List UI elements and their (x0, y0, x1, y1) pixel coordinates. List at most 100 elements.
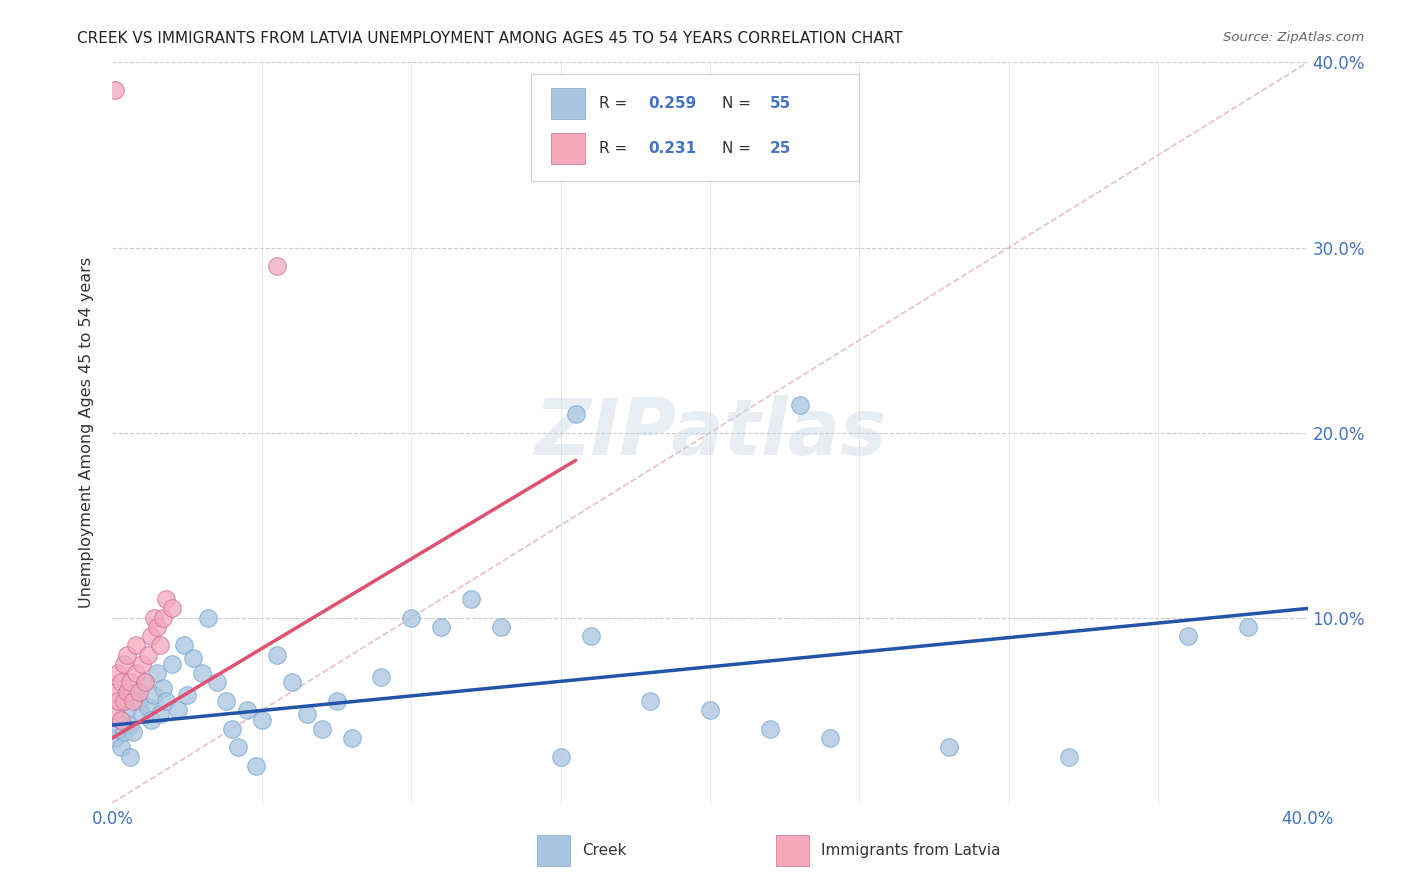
Point (149, 639, 172, 653)
Text: 55: 55 (770, 96, 792, 112)
Point (245, 758, 267, 772)
Text: 25: 25 (770, 141, 792, 156)
Point (162, 601, 183, 615)
Point (114, 657, 135, 671)
Point (191, 666, 214, 681)
Text: CREEK VS IMMIGRANTS FROM LATVIA UNEMPLOYMENT AMONG AGES 45 TO 54 YEARS CORRELATI: CREEK VS IMMIGRANTS FROM LATVIA UNEMPLOY… (77, 31, 903, 46)
Point (104, 83, 127, 97)
Point (155, 694, 177, 708)
Point (122, 725, 145, 739)
Point (141, 629, 163, 643)
Point (266, 648, 288, 662)
Point (789, 398, 811, 412)
Point (550, 749, 572, 764)
Point (107, 666, 129, 681)
Point (460, 592, 482, 607)
Point (818, 731, 841, 745)
Point (143, 689, 166, 703)
Point (250, 713, 273, 727)
Point (205, 675, 228, 690)
Point (1177, 629, 1199, 643)
Point (110, 713, 132, 727)
Point (125, 666, 148, 681)
Point (162, 657, 183, 671)
Point (104, 731, 127, 745)
Point (143, 610, 166, 624)
Point (340, 731, 363, 745)
Point (146, 666, 169, 681)
Text: N =: N = (723, 96, 756, 112)
Point (131, 657, 153, 671)
Point (281, 675, 304, 690)
Point (104, 685, 127, 699)
Point (134, 675, 156, 690)
Point (152, 610, 174, 624)
Point (141, 713, 163, 727)
Point (120, 718, 142, 732)
Point (146, 620, 169, 634)
Point (266, 259, 288, 273)
FancyBboxPatch shape (551, 88, 585, 120)
Point (221, 722, 243, 736)
Text: R =: R = (599, 96, 633, 112)
Point (155, 592, 177, 607)
Point (120, 749, 142, 764)
Point (197, 610, 219, 624)
FancyBboxPatch shape (551, 133, 585, 164)
Point (110, 740, 132, 755)
Point (138, 699, 160, 714)
Point (236, 703, 259, 717)
Text: 0.231: 0.231 (648, 141, 696, 156)
Point (131, 706, 153, 721)
Point (489, 620, 512, 634)
FancyBboxPatch shape (531, 73, 859, 181)
Point (325, 694, 347, 708)
Point (579, 629, 602, 643)
Point (1237, 620, 1260, 634)
Point (370, 670, 392, 684)
Text: N =: N = (723, 141, 756, 156)
Point (122, 694, 145, 708)
Point (226, 740, 249, 755)
Point (938, 740, 960, 755)
Point (173, 639, 195, 653)
Point (640, 694, 662, 708)
Text: Source: ZipAtlas.com: Source: ZipAtlas.com (1223, 31, 1364, 45)
Point (120, 675, 142, 690)
Point (134, 675, 156, 690)
Point (181, 651, 204, 665)
Point (117, 648, 139, 662)
Point (107, 722, 129, 736)
Point (295, 706, 318, 721)
Point (107, 694, 129, 708)
Point (125, 639, 148, 653)
Point (1057, 749, 1080, 764)
Point (167, 703, 190, 717)
Point (149, 706, 172, 721)
Point (152, 681, 174, 695)
Point (311, 722, 333, 736)
Point (138, 648, 160, 662)
Point (110, 675, 132, 690)
Point (564, 407, 586, 421)
Text: R =: R = (599, 141, 633, 156)
Point (114, 725, 135, 739)
Text: 0.259: 0.259 (648, 96, 696, 112)
FancyBboxPatch shape (537, 835, 571, 866)
Point (104, 703, 127, 717)
Point (215, 694, 238, 708)
Point (114, 694, 135, 708)
Point (117, 685, 139, 699)
Point (125, 685, 148, 699)
Text: Creek: Creek (582, 843, 627, 858)
Point (110, 713, 132, 727)
Point (117, 703, 139, 717)
Point (176, 689, 198, 703)
Text: ZIPatlas: ZIPatlas (534, 394, 886, 471)
Point (430, 620, 453, 634)
Point (401, 610, 423, 624)
Y-axis label: Unemployment Among Ages 45 to 54 years: Unemployment Among Ages 45 to 54 years (79, 257, 94, 608)
Point (759, 722, 782, 736)
Text: Immigrants from Latvia: Immigrants from Latvia (821, 843, 1001, 858)
FancyBboxPatch shape (776, 835, 810, 866)
